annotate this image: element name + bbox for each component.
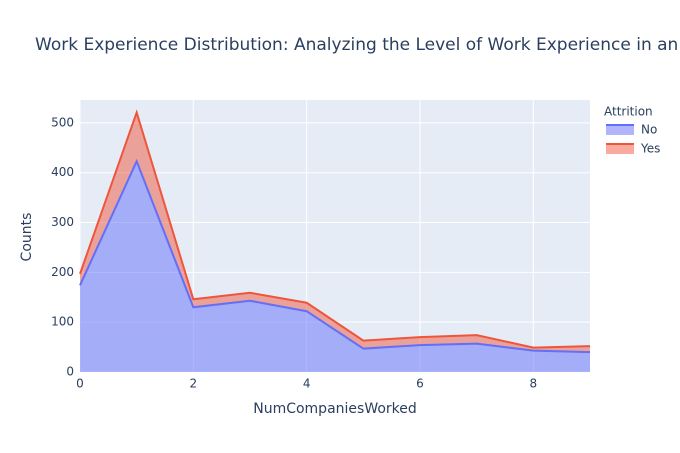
area-line bbox=[79, 109, 591, 349]
area-fill bbox=[80, 112, 590, 353]
legend-label: No bbox=[641, 123, 657, 137]
x-tick-label: 2 bbox=[190, 377, 198, 391]
legend-label: Yes bbox=[640, 142, 660, 156]
y-tick-label: 300 bbox=[51, 215, 74, 229]
y-axis-title: Counts bbox=[19, 213, 35, 262]
y-tick-label: 400 bbox=[51, 165, 74, 179]
x-tick-label: 0 bbox=[76, 377, 84, 391]
y-tick-label: 0 bbox=[66, 365, 74, 379]
legend-swatch bbox=[606, 144, 634, 154]
y-tick-label: 100 bbox=[51, 315, 74, 329]
legend: No Yes bbox=[606, 123, 660, 156]
legend-swatch bbox=[606, 125, 634, 135]
x-axis-title: NumCompaniesWorked bbox=[253, 401, 417, 417]
x-tick-label: 8 bbox=[530, 377, 538, 391]
areas bbox=[79, 109, 591, 372]
chart-title: Work Experience Distribution: Analyzing … bbox=[35, 35, 678, 55]
area-line bbox=[79, 158, 591, 354]
area-fill bbox=[80, 161, 590, 372]
legend-title: Attrition bbox=[604, 105, 653, 119]
x-tick-label: 4 bbox=[303, 377, 311, 391]
x-tick-label: 6 bbox=[416, 377, 424, 391]
y-tick-label: 500 bbox=[51, 115, 74, 129]
y-tick-label: 200 bbox=[51, 265, 74, 279]
